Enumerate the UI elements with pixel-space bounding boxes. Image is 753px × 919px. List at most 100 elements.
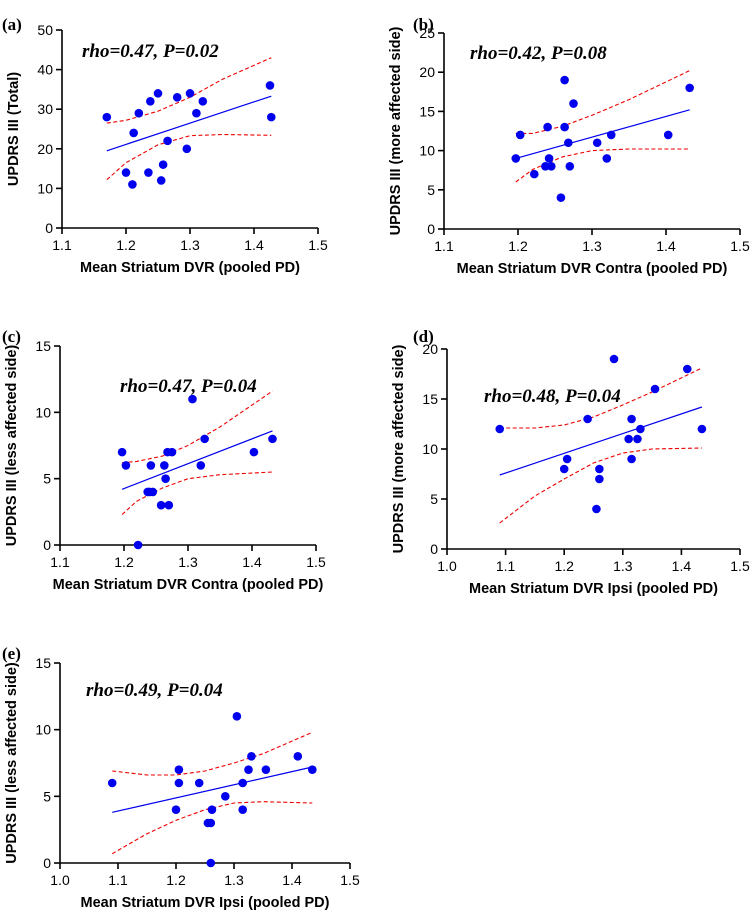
panel-b: (b) 1.1 1.2 1.3 1.4 1.5 0 5 10 15 20 25 Mean Striatu… [388,15,750,277]
data-point [627,454,636,464]
data-point [624,434,633,444]
data-point [238,778,247,788]
data-point [265,81,275,90]
data-point [158,160,168,169]
y-tick-label: 30 [37,101,53,117]
ci-lower-band [111,801,313,855]
data-point [156,176,166,185]
data-point [206,858,216,868]
x-axis-title: Mean Striatum DVR Contra (pooled PD) [457,261,728,277]
data-point [636,424,645,434]
y-axis-title: UPDRS III (more affected side) [388,26,404,235]
ci-lower-band [515,148,690,183]
data-point [560,122,569,132]
y-tick-label: 10 [422,441,438,457]
data-point [543,122,552,132]
x-axis-title: Mean Striatum DVR (pooled PD) [80,260,300,276]
data-point [117,447,127,457]
data-point [146,96,155,106]
y-tick-label: 15 [422,391,438,407]
data-point [128,180,137,189]
correlation-annotation: rho=0.42, P=0.08 [470,43,607,64]
data-point [592,504,601,514]
data-point [560,75,569,85]
data-point [595,474,604,484]
data-point [308,765,317,774]
data-point [627,414,636,424]
data-point [194,778,204,788]
data-point [268,434,277,444]
ci-upper-band [515,70,690,134]
x-tick-label: 1.4 [244,237,264,253]
y-tick-label: 0 [43,537,51,553]
x-tick-label: 1.4 [656,238,676,254]
data-point [171,805,181,814]
data-point [185,89,195,98]
data-point [160,461,169,470]
y-tick-label: 0 [427,221,435,237]
data-point [163,136,172,146]
data-point [697,424,707,434]
data-point [633,434,642,444]
panel-a: (a) 1.1 1.2 1.3 1.4 1.5 0 10 20 30 40 50 Mean Striat… [2,15,328,276]
x-tick-label: 1.4 [672,558,692,574]
data-point [188,394,197,404]
data-point [146,461,156,470]
x-tick-label: 1.5 [730,558,750,574]
regression-line [499,406,703,476]
data-point [232,712,242,721]
y-tick-label: 5 [427,182,435,198]
data-point [134,108,144,118]
data-point [685,83,694,93]
x-tick-label: 1.2 [508,238,528,254]
data-point [196,461,206,470]
data-point [261,765,271,774]
data-point [161,474,170,483]
data-point [650,384,660,394]
regression-line [515,109,690,160]
data-point [556,193,566,202]
data-point [564,138,573,148]
data-point [192,108,201,118]
data-point [129,128,138,138]
y-tick-label: 0 [45,220,53,236]
y-axis-title: UPDRS III (less affected side) [4,345,20,547]
correlation-annotation: rho=0.49, P=0.04 [86,680,223,701]
ci-lower-band [121,471,273,515]
data-point [174,765,184,774]
panel-d: (d) 1.0 1.1 1.2 1.3 1.4 1.5 0 5 10 15 20 Mean Striat… [391,327,750,597]
data-point [565,161,575,171]
data-point [515,130,525,140]
x-tick-label: 1.3 [180,237,200,253]
data-point [148,487,158,497]
data-point [206,818,216,828]
y-tick-label: 10 [419,143,435,159]
x-axis-title: Mean Striatum DVR Ipsi (pooled PD) [81,895,330,911]
x-axis-title: Mean Striatum DVR Contra (pooled PD) [53,577,324,593]
y-tick-label: 0 [430,541,438,557]
y-tick-label: 5 [43,471,51,487]
ci-lower-band [106,133,272,181]
x-tick-label: 1.5 [340,872,360,888]
y-tick-label: 40 [37,62,53,78]
y-tick-label: 10 [35,722,51,738]
data-point [602,154,612,163]
data-point [174,778,184,788]
y-tick-label: 5 [430,491,438,507]
correlation-annotation: rho=0.47, P=0.04 [120,376,257,397]
data-point [583,414,592,424]
data-point [529,169,539,179]
data-point [663,130,673,140]
panel-label: (b) [413,15,434,34]
data-point [562,454,572,464]
data-point [207,805,217,814]
y-axis-title: UPDRS III (Total) [6,72,22,186]
regression-line [106,95,272,152]
data-point [153,89,163,98]
ci-lower-band [499,447,702,524]
correlation-annotation: rho=0.48, P=0.04 [484,386,621,407]
x-tick-label: 1.2 [166,872,186,888]
data-point [547,161,556,171]
data-point [102,112,112,122]
